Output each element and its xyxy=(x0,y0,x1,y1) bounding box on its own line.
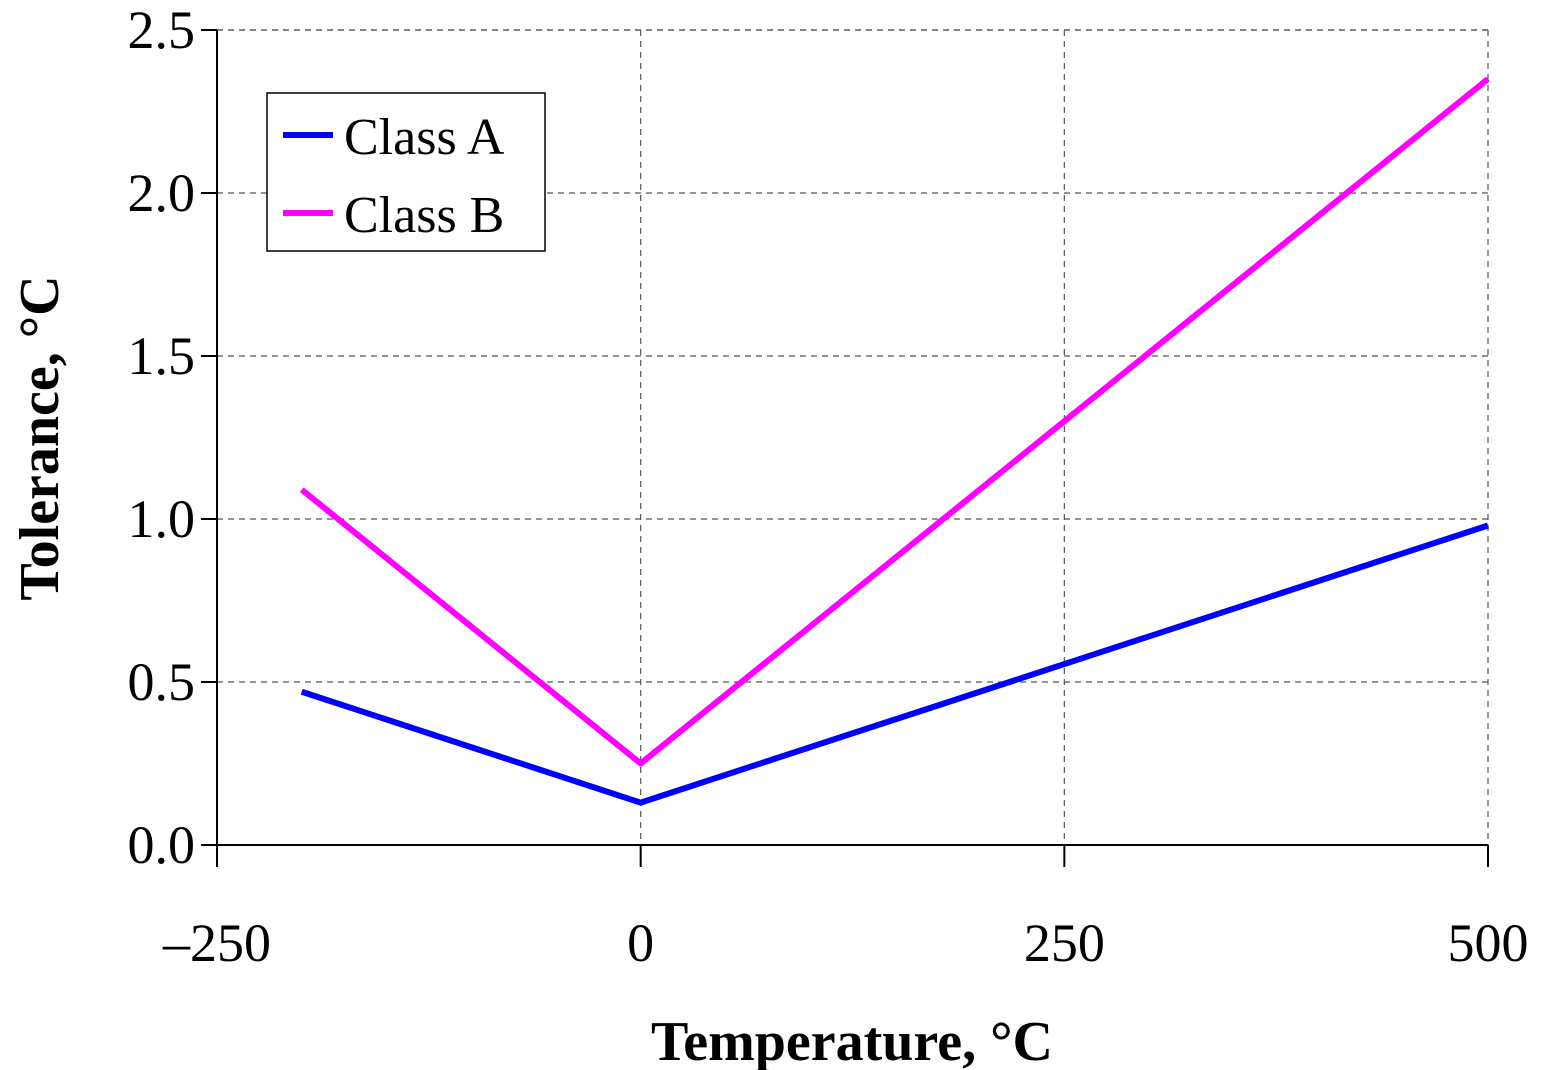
series-line-class-b xyxy=(299,76,1490,767)
axes xyxy=(201,29,1489,867)
series-lines xyxy=(299,76,1490,806)
x-tick-label-2: 250 xyxy=(1024,913,1105,973)
y-axis-title: Tolerance, °C xyxy=(9,275,71,600)
x-tick-label-0: –250 xyxy=(162,913,271,973)
x-tick-label-1: 0 xyxy=(627,913,654,973)
legend-label-class-b: Class B xyxy=(344,187,504,244)
x-axis-title: Temperature, °C xyxy=(651,1011,1053,1070)
y-tick-label-5: 2.5 xyxy=(128,0,196,60)
y-tick-label-1: 0.5 xyxy=(128,652,196,712)
x-tick-label-3: 500 xyxy=(1448,913,1529,973)
tick-labels: 0.0 0.5 1.0 1.5 2.0 2.5 –250 0 250 500 xyxy=(128,0,1529,973)
series-line-class-a xyxy=(300,522,1489,806)
legend: Class A Class B xyxy=(266,92,546,252)
y-tick-label-2: 1.0 xyxy=(128,489,196,549)
legend-box xyxy=(266,92,546,252)
y-tick-label-4: 2.0 xyxy=(128,163,196,223)
legend-label-class-a: Class A xyxy=(344,109,505,166)
y-tick-label-0: 0.0 xyxy=(128,815,196,875)
y-tick-label-3: 1.5 xyxy=(128,326,196,386)
